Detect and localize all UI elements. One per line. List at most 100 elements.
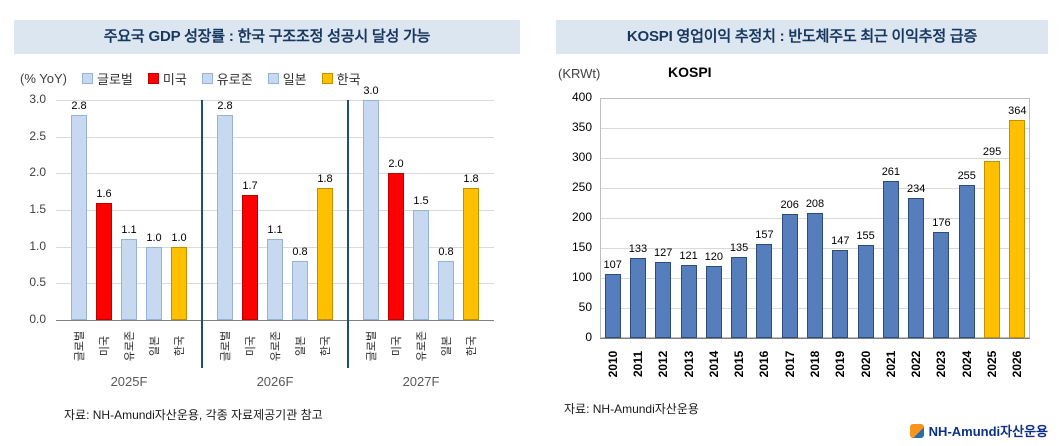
nh-amundi-logo: NH-Amundi자산운용 — [909, 421, 1048, 440]
kospi-chart-title: KOSPI 영업이익 추정치 : 반도체주도 최근 이익추정 급증 — [556, 20, 1048, 54]
bar-2026F-유로존 — [267, 239, 283, 320]
legend-label: 일본 — [282, 71, 307, 87]
bar-2024 — [958, 185, 975, 338]
bar-2025F-미국 — [96, 202, 112, 320]
gdp-chart-legend-row: (% YoY) 글로벌 미국 유로존 일본 한국 — [20, 68, 520, 88]
bar-2026F-미국 — [242, 195, 258, 320]
kospi-unit-label: (KRWt) — [558, 66, 601, 81]
legend-swatch — [81, 72, 93, 84]
bar-value-label: 127 — [654, 246, 673, 259]
gridline — [56, 136, 494, 138]
bar-value-label: 0.8 — [292, 246, 308, 259]
kospi-chart-plot: 0 50 100 150 200 250 300 350 400 107 2010 133 2011 12… — [556, 88, 1048, 388]
x-year-label: 2019 — [833, 350, 848, 378]
y-axis-tick-label: 250 — [571, 180, 592, 194]
kospi-chart-header: (KRWt) KOSPI — [556, 64, 1048, 86]
bar-2027F-일본 — [438, 261, 454, 320]
group-year-label: 2025F — [110, 374, 148, 389]
gdp-chart-panel: 주요국 GDP 성장률 : 한국 구조조정 성공시 달성 가능 (% YoY) … — [14, 20, 520, 423]
gridline — [601, 128, 1029, 129]
x-year-label: 2022 — [909, 350, 924, 378]
bar-value-label: 1.0 — [146, 231, 162, 244]
x-category-label: 미국 — [99, 335, 111, 357]
x-category-label: 유로존 — [124, 330, 136, 362]
x-year-label: 2023 — [934, 350, 949, 378]
gridline — [56, 173, 494, 175]
bar-value-label: 121 — [679, 250, 698, 263]
bar-value-label: 1.7 — [242, 180, 258, 193]
bar-value-label: 1.1 — [267, 224, 283, 237]
bar-value-label: 147 — [831, 234, 850, 247]
bar-value-label: 255 — [957, 170, 976, 182]
bar-2026F-일본 — [292, 261, 308, 320]
bar-value-label: 1.5 — [413, 195, 429, 207]
bar-value-label: 2.8 — [71, 99, 87, 112]
bar-2025F-글로벌 — [71, 114, 87, 320]
bar-2027F-유로존 — [413, 210, 429, 320]
bar-2025F-일본 — [146, 246, 162, 320]
x-year-label: 2021 — [883, 350, 898, 378]
bar-value-label: 1.8 — [317, 173, 333, 185]
kospi-series-label: KOSPI — [668, 64, 712, 80]
x-axis-line — [56, 320, 494, 321]
y-axis-tick-label: 1.5 — [29, 202, 46, 216]
bar-2025F-유로존 — [121, 239, 137, 320]
y-axis-tick-label: 1.0 — [29, 238, 46, 253]
bar-value-label: 261 — [881, 166, 901, 179]
legend-item-한국: 한국 — [321, 69, 361, 88]
legend-item-유로존: 유로존 — [201, 69, 253, 88]
group-year-label: 2026F — [256, 374, 294, 389]
bar-value-label: 295 — [982, 146, 1002, 158]
bar-value-label: 176 — [932, 217, 951, 230]
legend-swatch — [321, 72, 333, 84]
kospi-source-note: 자료: NH-Amundi자산운용 — [564, 402, 699, 416]
legend-swatch — [147, 72, 159, 84]
gdp-chart-legend: 글로벌 미국 유로존 일본 한국 — [67, 69, 361, 88]
bar-2025 — [984, 161, 1001, 338]
kospi-chart-panel: KOSPI 영업이익 추정치 : 반도체주도 최근 이익추정 급증 (KRWt)… — [556, 20, 1048, 417]
x-year-label: 2011 — [630, 350, 645, 378]
bar-2019 — [832, 249, 849, 338]
y-axis-tick-label: 2.5 — [29, 128, 46, 143]
x-year-label: 2012 — [656, 350, 671, 378]
bar-value-label: 120 — [704, 251, 723, 263]
bar-2011 — [629, 258, 646, 338]
gridline — [56, 100, 494, 101]
x-year-label: 2018 — [808, 350, 822, 378]
bar-2026F-글로벌 — [217, 114, 233, 320]
x-category-label: 미국 — [245, 335, 257, 357]
x-year-label: 2026 — [1010, 350, 1025, 378]
legend-swatch — [267, 72, 279, 84]
bar-value-label: 206 — [780, 199, 799, 212]
gdp-unit-label: (% YoY) — [20, 70, 67, 86]
y-axis-tick-label: 0.0 — [29, 312, 46, 326]
y-axis-tick-label: 300 — [571, 150, 592, 164]
x-category-label: 미국 — [391, 335, 403, 357]
x-year-label: 2025 — [985, 350, 1000, 378]
group-separator-line — [201, 100, 203, 368]
bar-value-label: 155 — [856, 230, 875, 242]
bar-2021 — [882, 181, 899, 338]
gridline — [56, 210, 494, 211]
y-axis-tick-label: 50 — [578, 300, 592, 314]
gdp-source-note: 자료: NH-Amundi자산운용, 각종 자료제공기관 참고 — [64, 408, 323, 422]
gridline — [601, 158, 1029, 159]
x-year-label: 2017 — [782, 350, 797, 378]
legend-label: 유로존 — [216, 71, 253, 87]
x-year-label: 2014 — [706, 350, 721, 378]
x-axis-line — [600, 338, 1030, 339]
bar-2025F-한국 — [171, 246, 187, 320]
bar-value-label: 1.8 — [463, 173, 479, 185]
y-axis-tick-label: 0.5 — [29, 275, 46, 290]
bar-2014 — [705, 266, 722, 338]
bar-value-label: 133 — [628, 243, 648, 256]
bar-2026 — [1009, 119, 1026, 338]
y-axis-tick-label: 0 — [585, 330, 592, 344]
x-year-label: 2015 — [732, 350, 747, 378]
x-year-label: 2024 — [959, 350, 974, 378]
bar-value-label: 1.0 — [171, 231, 187, 244]
gridline — [601, 188, 1029, 189]
legend-label: 미국 — [162, 71, 187, 87]
bar-2026F-한국 — [317, 188, 333, 320]
x-year-label: 2016 — [757, 350, 772, 378]
